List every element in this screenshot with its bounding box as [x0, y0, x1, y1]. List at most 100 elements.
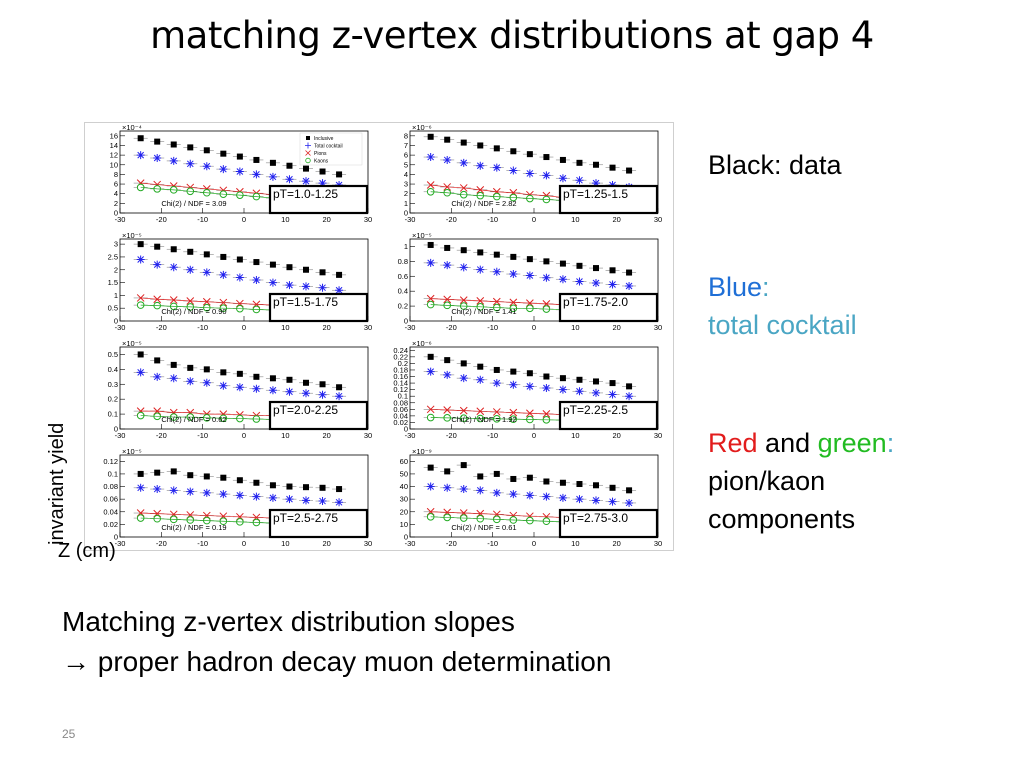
- data-point-square: [315, 168, 330, 175]
- data-point-star: [249, 384, 264, 393]
- data-point-square: [332, 486, 347, 493]
- data-point-square: [183, 248, 198, 255]
- x-tick-label: 30: [654, 323, 662, 332]
- data-point-star: [315, 283, 330, 292]
- data-point-star: [265, 172, 280, 181]
- x-tick-label: 20: [612, 431, 620, 440]
- data-point-square: [489, 470, 504, 477]
- conclusion-note: Matching z-vertex distribution slopes → …: [62, 602, 611, 682]
- pt-range-label: pT=2.0-2.25: [273, 403, 338, 417]
- data-point-star: [199, 378, 214, 387]
- data-point-star: [473, 265, 488, 274]
- pt-range-label: pT=1.25-1.5: [563, 187, 628, 201]
- legend-rg-desc-2: components: [708, 504, 856, 534]
- data-point-square: [216, 474, 231, 481]
- data-point-square: [332, 171, 347, 178]
- data-point-square: [572, 481, 587, 488]
- x-tick-label: 20: [612, 215, 620, 224]
- x-tick-label: -30: [115, 215, 126, 224]
- y-tick-label: 0.4: [398, 287, 408, 296]
- data-point-star: [605, 497, 620, 506]
- data-point-star: [249, 170, 264, 179]
- y-tick-label: 0.5: [108, 350, 118, 359]
- pt-range-label: pT=1.0-1.25: [273, 187, 338, 201]
- data-point-star: [572, 176, 587, 185]
- data-point-star: [423, 258, 438, 267]
- page-number: 25: [62, 727, 76, 741]
- data-point-star: [555, 493, 570, 502]
- data-point-star: [332, 498, 347, 507]
- pt-range-box: [558, 184, 659, 215]
- y-tick-label: 1: [404, 199, 408, 208]
- data-point-star: [265, 278, 280, 287]
- legend-rg-desc-1: pion/kaon: [708, 466, 826, 496]
- y-tick-label: 1: [404, 242, 408, 251]
- y-tick-label: 40: [400, 482, 408, 491]
- data-point-star: [473, 161, 488, 170]
- data-point-star: [489, 163, 504, 172]
- data-point-star: [605, 390, 620, 399]
- data-point-star: [589, 496, 603, 505]
- data-point-star: [332, 392, 347, 401]
- data-point-square: [166, 361, 181, 368]
- data-point-star: [150, 485, 165, 494]
- data-point-square: [522, 474, 537, 481]
- data-point-square: [506, 475, 521, 482]
- x-tick-label: 0: [532, 539, 536, 548]
- y-tick-label: 4: [114, 189, 118, 198]
- x-tick-label: -20: [156, 431, 167, 440]
- x-tick-label: 20: [322, 431, 330, 440]
- y-tick-label: 3: [404, 180, 408, 189]
- data-point-square: [489, 366, 504, 373]
- x-tick-label: -20: [156, 215, 167, 224]
- y-tick-label: 6: [114, 180, 118, 189]
- y-tick-label: 14: [110, 141, 118, 150]
- x-tick-label: -20: [446, 539, 457, 548]
- data-point-star: [423, 153, 438, 162]
- data-point-square: [589, 161, 603, 168]
- data-point-star: [150, 372, 165, 381]
- y-tick-label: 0: [114, 317, 118, 326]
- data-point-star: [506, 380, 521, 389]
- chi2-label: Chi(2) / NDF = 0.19: [161, 523, 226, 532]
- data-point-star: [539, 384, 554, 392]
- plot-panel-5: 0 0.1 0.2 0.3 0.4 0.5 -30 -20 -10 0 10 20 30 ×10⁻⁵ Chi…: [108, 339, 373, 440]
- data-point-star: [440, 483, 455, 492]
- data-point-square: [522, 370, 537, 377]
- data-point-star: [605, 280, 620, 289]
- y-tick-label: 0: [404, 425, 408, 434]
- data-point-star: [572, 277, 587, 286]
- data-point-square: [315, 381, 330, 388]
- data-point-star: [489, 379, 504, 388]
- y-tick-label: 0.06: [103, 495, 118, 504]
- data-point-square: [572, 262, 587, 269]
- data-point-square: [473, 249, 488, 256]
- data-point-star: [522, 271, 537, 280]
- data-point-star: [572, 387, 587, 396]
- x-tick-label: 30: [364, 539, 372, 548]
- x-tick-label: 30: [654, 215, 662, 224]
- x-tick-label: 20: [322, 323, 330, 332]
- data-point-star: [166, 263, 181, 272]
- data-point-star: [265, 386, 280, 395]
- y-tick-label: 0.5: [108, 304, 118, 313]
- x-tick-label: -10: [197, 431, 208, 440]
- data-point-star: [440, 155, 455, 164]
- data-point-square: [133, 470, 148, 477]
- data-point-square: [489, 251, 504, 258]
- x-tick-label: 30: [654, 539, 662, 548]
- y-tick-label: 7: [404, 141, 408, 150]
- y-tick-label: 0.4: [108, 365, 118, 374]
- data-point-star: [489, 488, 504, 497]
- data-point-star: [622, 392, 637, 401]
- legend-green-colon: :: [886, 428, 895, 458]
- data-point-star: [522, 382, 537, 391]
- data-point-star: [522, 491, 537, 500]
- data-point-star: [282, 281, 297, 290]
- x-tick-label: -10: [197, 323, 208, 332]
- data-point-star: [183, 377, 198, 386]
- y-tick-label: 0.18: [393, 365, 408, 374]
- data-point-star: [555, 174, 570, 183]
- y-tick-label: 20: [400, 507, 408, 516]
